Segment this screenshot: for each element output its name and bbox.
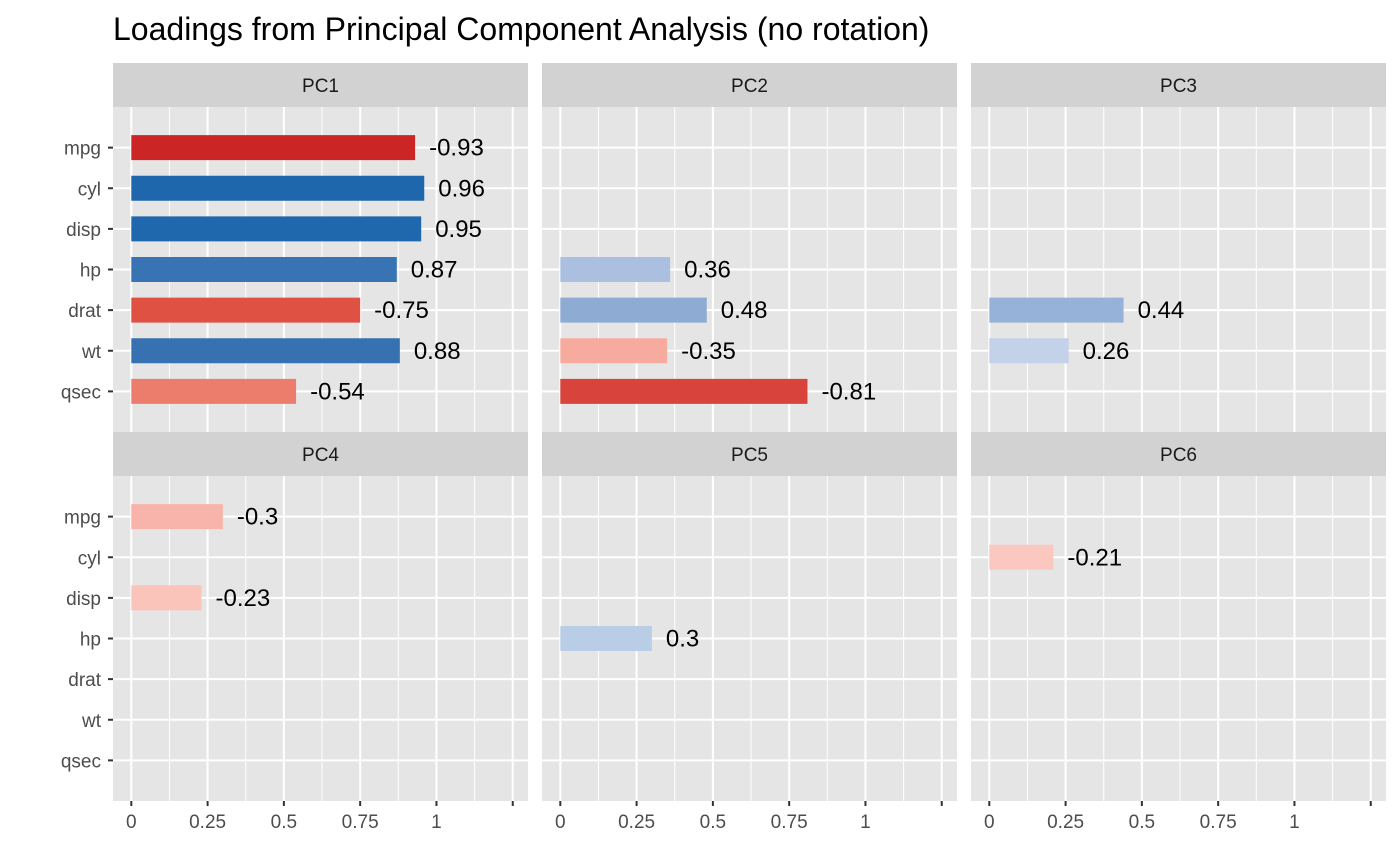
facet-panels: PC1 -0.93 0.96 0.95 0.87 -0.75 0.88 -0.54 mpg cyl… [61,63,1386,833]
facet-pc6: PC6 -0.21 0 0.25 0.5 0.75 1 [971,432,1386,833]
bar-label-wt: 0.88 [414,338,461,365]
facet-strip-label: PC5 [731,445,768,466]
facet-strip-label: PC2 [731,76,768,97]
x-tick-label: 0 [126,812,137,833]
x-tick-label: 0.75 [342,812,379,833]
x-tick-label: 0.5 [1129,812,1155,833]
bar-drat [560,297,707,323]
bar-label-wt: 0.26 [1083,338,1130,365]
bar-disp [131,585,202,611]
y-tick-label: qsec [61,751,101,772]
bar-label-disp: -0.23 [215,585,270,612]
bar-mpg [131,504,223,530]
bar-label-hp: 0.3 [666,626,699,653]
bar-hp [131,257,397,282]
bar-label-qsec: -0.81 [821,378,876,405]
bar-label-cyl: -0.21 [1067,544,1122,571]
bar-hp [560,257,671,282]
y-tick-label: drat [68,670,101,691]
bar-label-disp: 0.95 [435,216,482,243]
bar-wt [989,338,1069,364]
bar-cyl [989,544,1054,570]
y-tick-label: wt [81,711,102,732]
facet-pc3: PC3 0.44 0.26 [971,63,1386,432]
y-tick-label: hp [80,630,101,651]
bar-label-hp: 0.36 [684,257,731,284]
facet-strip [542,432,957,476]
bar-drat [131,297,361,323]
x-tick-label: 0.5 [271,812,297,833]
facet-strip-label: PC6 [1160,445,1197,466]
y-tick-label: mpg [64,139,101,160]
bar-label-hp: 0.87 [411,257,458,284]
bar-mpg [131,135,416,161]
facet-strip-label: PC3 [1160,76,1197,97]
facet-strip [113,432,528,476]
y-tick-label: disp [66,220,101,241]
x-tick-label: 0.75 [1200,812,1237,833]
bar-cyl [131,175,425,201]
x-tick-label: 0 [555,812,566,833]
y-tick-label: mpg [64,508,101,529]
bar-disp [131,216,422,242]
chart-title: Loadings from Principal Component Analys… [113,11,929,47]
bar-wt [560,338,668,364]
bar-label-wt: -0.35 [681,338,736,365]
facet-strip-label: PC4 [302,445,339,466]
x-tick-label: 0 [984,812,995,833]
facet-strip [542,63,957,107]
x-tick-label: 0.25 [1047,812,1084,833]
bar-wt [131,338,400,364]
x-tick-label: 1 [860,812,871,833]
y-tick-label: cyl [78,548,101,569]
bar-label-mpg: -0.3 [237,504,278,531]
facet-strip-label: PC1 [302,76,339,97]
y-tick-label: cyl [78,179,101,200]
bar-label-cyl: 0.96 [438,175,485,202]
bar-label-drat: -0.75 [374,297,429,324]
bar-hp [560,626,652,651]
y-tick-label: disp [66,589,101,610]
x-tick-label: 0.75 [771,812,808,833]
facet-pc4: PC4 -0.3 -0.23 0 0.25 0.5 0.75 1 mpg cyl disp hp dra… [61,432,528,833]
facet-pc2: PC2 0.36 0.48 -0.35 -0.81 [542,63,957,432]
bar-label-qsec: -0.54 [310,378,365,405]
x-tick-label: 0.5 [700,812,726,833]
x-tick-label: 0.25 [189,812,226,833]
bar-label-drat: 0.44 [1138,297,1185,324]
x-tick-label: 0.25 [618,812,655,833]
facet-strip [971,63,1386,107]
bar-qsec [560,378,808,404]
facet-strip [971,432,1386,476]
bar-qsec [131,378,297,404]
bar-drat [989,297,1124,323]
facet-pc1: PC1 -0.93 0.96 0.95 0.87 -0.75 0.88 -0.54 mpg cyl… [61,63,528,432]
x-tick-label: 1 [431,812,442,833]
y-tick-label: qsec [61,382,101,403]
y-tick-label: drat [68,301,101,322]
y-tick-label: hp [80,261,101,282]
facet-strip [113,63,528,107]
bar-label-drat: 0.48 [721,297,768,324]
facet-pc5: PC5 0.3 0 0.25 0.5 0.75 1 [542,432,957,833]
y-tick-label: wt [81,342,102,363]
x-tick-label: 1 [1289,812,1300,833]
bar-label-mpg: -0.93 [429,135,484,162]
